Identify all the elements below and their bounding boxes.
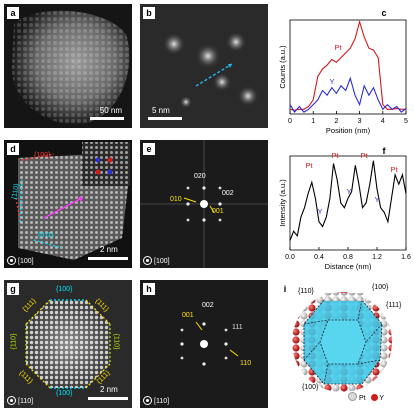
annotation: Y <box>317 207 322 216</box>
zone-axis-icon <box>143 396 152 405</box>
x-tick-label: 0.4 <box>314 254 324 261</box>
fft-image-h <box>140 280 268 408</box>
zone-axis-icon <box>143 256 152 265</box>
panel-i: i {110} {100} {111} {100} Pt Y <box>276 280 412 408</box>
x-tick-label: 2 <box>334 118 338 125</box>
facet-label: {100} <box>56 390 73 397</box>
facet-label: {100} <box>34 152 51 159</box>
facet-label: {100} <box>372 284 389 291</box>
pt-swatch <box>348 392 357 401</box>
facet-label: {011} <box>38 232 54 239</box>
series-line-Y <box>289 76 407 114</box>
plot-frame <box>289 155 407 251</box>
haadf-image-a <box>4 4 132 128</box>
panel-label: f <box>382 146 386 156</box>
zone-axis-icon <box>7 396 16 405</box>
facet-label: {110} <box>298 288 314 295</box>
annotation: Y <box>329 77 334 86</box>
x-tick-label: 1.6 <box>401 254 411 261</box>
facet-label: {110} <box>112 333 120 350</box>
spot-label: 001 <box>212 208 224 215</box>
x-tick-label: 3 <box>358 118 362 125</box>
plot-frame <box>289 19 407 115</box>
x-tick-label: 1 <box>311 118 315 125</box>
annotation: Y <box>374 195 379 204</box>
spot-label: 002 <box>202 302 214 309</box>
fft-image-e <box>140 140 268 268</box>
panel-f: f 0.0 0.4 0.8 1.2 1.6 Distance (nm) Intensity … <box>276 142 412 274</box>
facet-label: {111} <box>386 302 402 309</box>
spot-label: 111 <box>232 324 243 331</box>
line-chart-f: 0.0 0.4 0.8 1.2 1.6 Distance (nm) Intensity (a… <box>278 151 411 271</box>
x-tick-label: 4 <box>381 118 385 125</box>
y-axis-label: Intensity (a.u.) <box>278 179 287 227</box>
panel-d: d {100} {110} {011} 2 nm [100] <box>4 140 132 268</box>
zone-axis: [110] <box>7 396 33 405</box>
spot-label: 110 <box>240 360 252 367</box>
scale-bar <box>148 117 182 120</box>
facet-label: {100} <box>56 286 73 293</box>
zone-axis: [100] <box>7 256 34 265</box>
x-tick-label: 5 <box>404 118 408 125</box>
panel-h: h 002 001 111 110 [110] <box>140 280 268 408</box>
annotation: Pt <box>334 43 342 52</box>
panel-label: a <box>7 7 19 19</box>
annotation: Pt <box>331 151 339 160</box>
x-tick-label: 1.2 <box>372 254 382 261</box>
annotation: Pt <box>390 165 398 174</box>
scale-bar-text: 50 nm <box>99 106 122 115</box>
legend-pt-label: Pt <box>358 395 366 402</box>
x-axis-label: Distance (nm) <box>325 262 372 271</box>
annotation: Pt <box>305 161 313 170</box>
panel-b: b 5 nm <box>140 4 268 128</box>
y-axis-label: Counts (a.u.) <box>278 45 287 89</box>
zone-axis: [100] <box>143 256 170 265</box>
haadf-image-g <box>4 280 132 408</box>
scale-bar-text: 5 nm <box>152 106 170 115</box>
panel-label: c <box>381 8 387 18</box>
panel-label: g <box>7 283 19 295</box>
annotation: Pt <box>360 151 368 160</box>
series-line-Pt <box>289 19 406 111</box>
facet-label: {100} <box>302 384 319 391</box>
panel-g: g {100} {111} {111} {110} {110} {111} {1… <box>4 280 132 408</box>
zone-axis-icon <box>7 256 16 265</box>
x-tick-label: 0.8 <box>343 254 353 261</box>
panel-a: a 50 nm <box>4 4 132 128</box>
x-tick-label: 0.0 <box>285 254 295 261</box>
series-line-0 <box>289 160 407 241</box>
panel-label: i <box>283 284 287 294</box>
spot-label: 010 <box>170 196 182 203</box>
scale-bar <box>88 397 128 400</box>
x-axis-label: Position (nm) <box>326 126 371 135</box>
panel-label: b <box>143 7 155 19</box>
nanoparticle-model <box>292 292 392 392</box>
haadf-image-d <box>4 140 132 268</box>
spot-label: 001 <box>182 312 194 319</box>
annotation: Y <box>314 195 319 204</box>
scale-bar <box>88 257 128 260</box>
spot-label: 002 <box>222 190 234 197</box>
scale-bar-text: 2 nm <box>100 385 118 394</box>
panel-label: e <box>143 143 155 155</box>
scale-bar-text: 2 nm <box>100 245 118 254</box>
y-swatch <box>370 394 378 401</box>
legend: Pt Y <box>348 392 384 402</box>
facet-label: {110} <box>10 333 18 350</box>
spot-label: 020 <box>194 173 206 180</box>
panel-e: e 020 002 010 001 [100] <box>140 140 268 268</box>
x-tick-label: 0 <box>288 118 292 125</box>
line-chart-c: 0 1 2 3 4 5 Position (nm) Counts (a.u.) Pt Y <box>278 19 408 135</box>
zone-axis: [110] <box>143 396 169 405</box>
legend-y-label: Y <box>379 395 385 402</box>
annotation: Y <box>346 187 351 196</box>
scale-bar <box>90 117 124 120</box>
haadf-image-b <box>140 4 268 128</box>
panel-c: c 0 1 2 3 4 5 Position (nm) Counts (a.u.) Pt Y <box>276 4 412 136</box>
panel-label: d <box>7 143 19 155</box>
panel-label: h <box>143 283 155 295</box>
